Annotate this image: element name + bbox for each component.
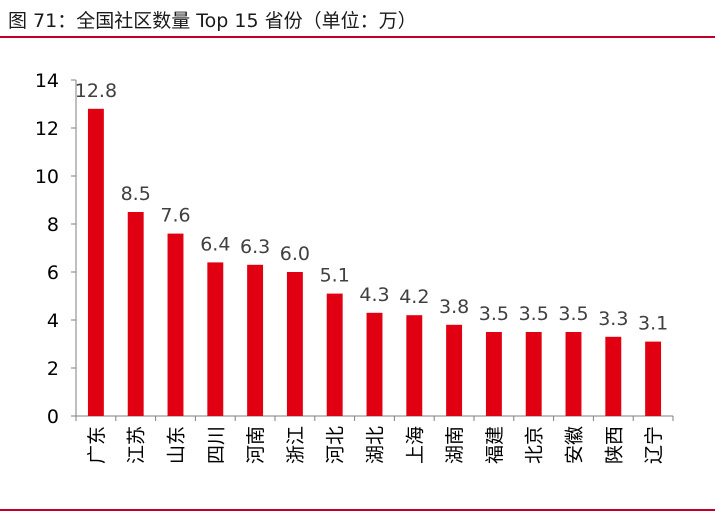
bar (525, 332, 542, 416)
data-label: 6.0 (280, 243, 310, 265)
bar (127, 212, 144, 416)
bar (87, 108, 104, 417)
y-tick-label: 6 (47, 262, 59, 284)
figure-title: 图 71：全国社区数量 Top 15 省份（单位：万） (8, 10, 417, 32)
data-label: 3.5 (519, 303, 549, 325)
category-label: 陕西 (603, 426, 625, 464)
data-label: 3.5 (558, 303, 588, 325)
y-tick-label: 10 (35, 166, 59, 188)
bar (326, 293, 343, 416)
bar (207, 262, 224, 416)
y-tick-label: 4 (47, 310, 59, 332)
bar (366, 312, 383, 416)
category-label: 河南 (245, 426, 267, 464)
y-tick-labels: 0 2 4 6 8 10 12 14 (35, 70, 59, 428)
title-divider (0, 36, 715, 38)
data-label: 12.8 (75, 80, 117, 102)
bar (406, 315, 423, 416)
bar (286, 272, 303, 416)
data-label: 4.2 (399, 286, 429, 308)
category-label: 福建 (484, 426, 506, 464)
data-label: 8.5 (121, 183, 151, 205)
category-label: 安徽 (564, 426, 586, 464)
data-labels: 12.8 8.5 7.6 6.4 6.3 6.0 5.1 4.3 4.2 3.8 3.5 3.5 3.5… (75, 80, 668, 335)
category-label: 北京 (524, 426, 546, 464)
data-label: 6.4 (200, 233, 230, 255)
y-tick-label: 14 (35, 70, 59, 92)
bar (247, 264, 264, 416)
bar (565, 332, 582, 416)
data-label: 4.3 (359, 284, 389, 306)
data-label: 7.6 (160, 205, 190, 227)
data-label: 3.8 (439, 296, 469, 318)
category-label: 四川 (205, 426, 227, 464)
bar (645, 341, 662, 416)
bar (167, 233, 184, 416)
bottom-divider (0, 509, 715, 511)
y-tick-label: 8 (47, 214, 59, 236)
y-tick-label: 0 (47, 406, 59, 428)
category-label: 辽宁 (643, 426, 665, 464)
y-tick-label: 2 (47, 358, 59, 380)
category-label: 湖北 (365, 426, 387, 464)
data-label: 6.3 (240, 236, 270, 258)
category-label: 江苏 (126, 426, 148, 464)
category-label: 广东 (86, 426, 108, 464)
data-label: 5.1 (320, 265, 350, 287)
category-label: 上海 (404, 426, 426, 464)
category-label: 河北 (325, 426, 347, 464)
y-tick-label: 12 (35, 118, 59, 140)
category-label: 湖南 (444, 426, 466, 464)
data-label: 3.5 (479, 303, 509, 325)
bar (485, 332, 502, 416)
data-label: 3.3 (598, 308, 628, 330)
category-label: 浙江 (285, 426, 307, 464)
bar (446, 324, 463, 416)
bars (87, 108, 662, 417)
x-tick-labels: 广东 江苏 山东 四川 河南 浙江 河北 湖北 上海 湖南 福建 北京 安徽 陕西 辽宁 (86, 426, 665, 464)
category-label: 山东 (166, 426, 188, 464)
data-label: 3.1 (638, 313, 668, 335)
bar (605, 336, 622, 416)
